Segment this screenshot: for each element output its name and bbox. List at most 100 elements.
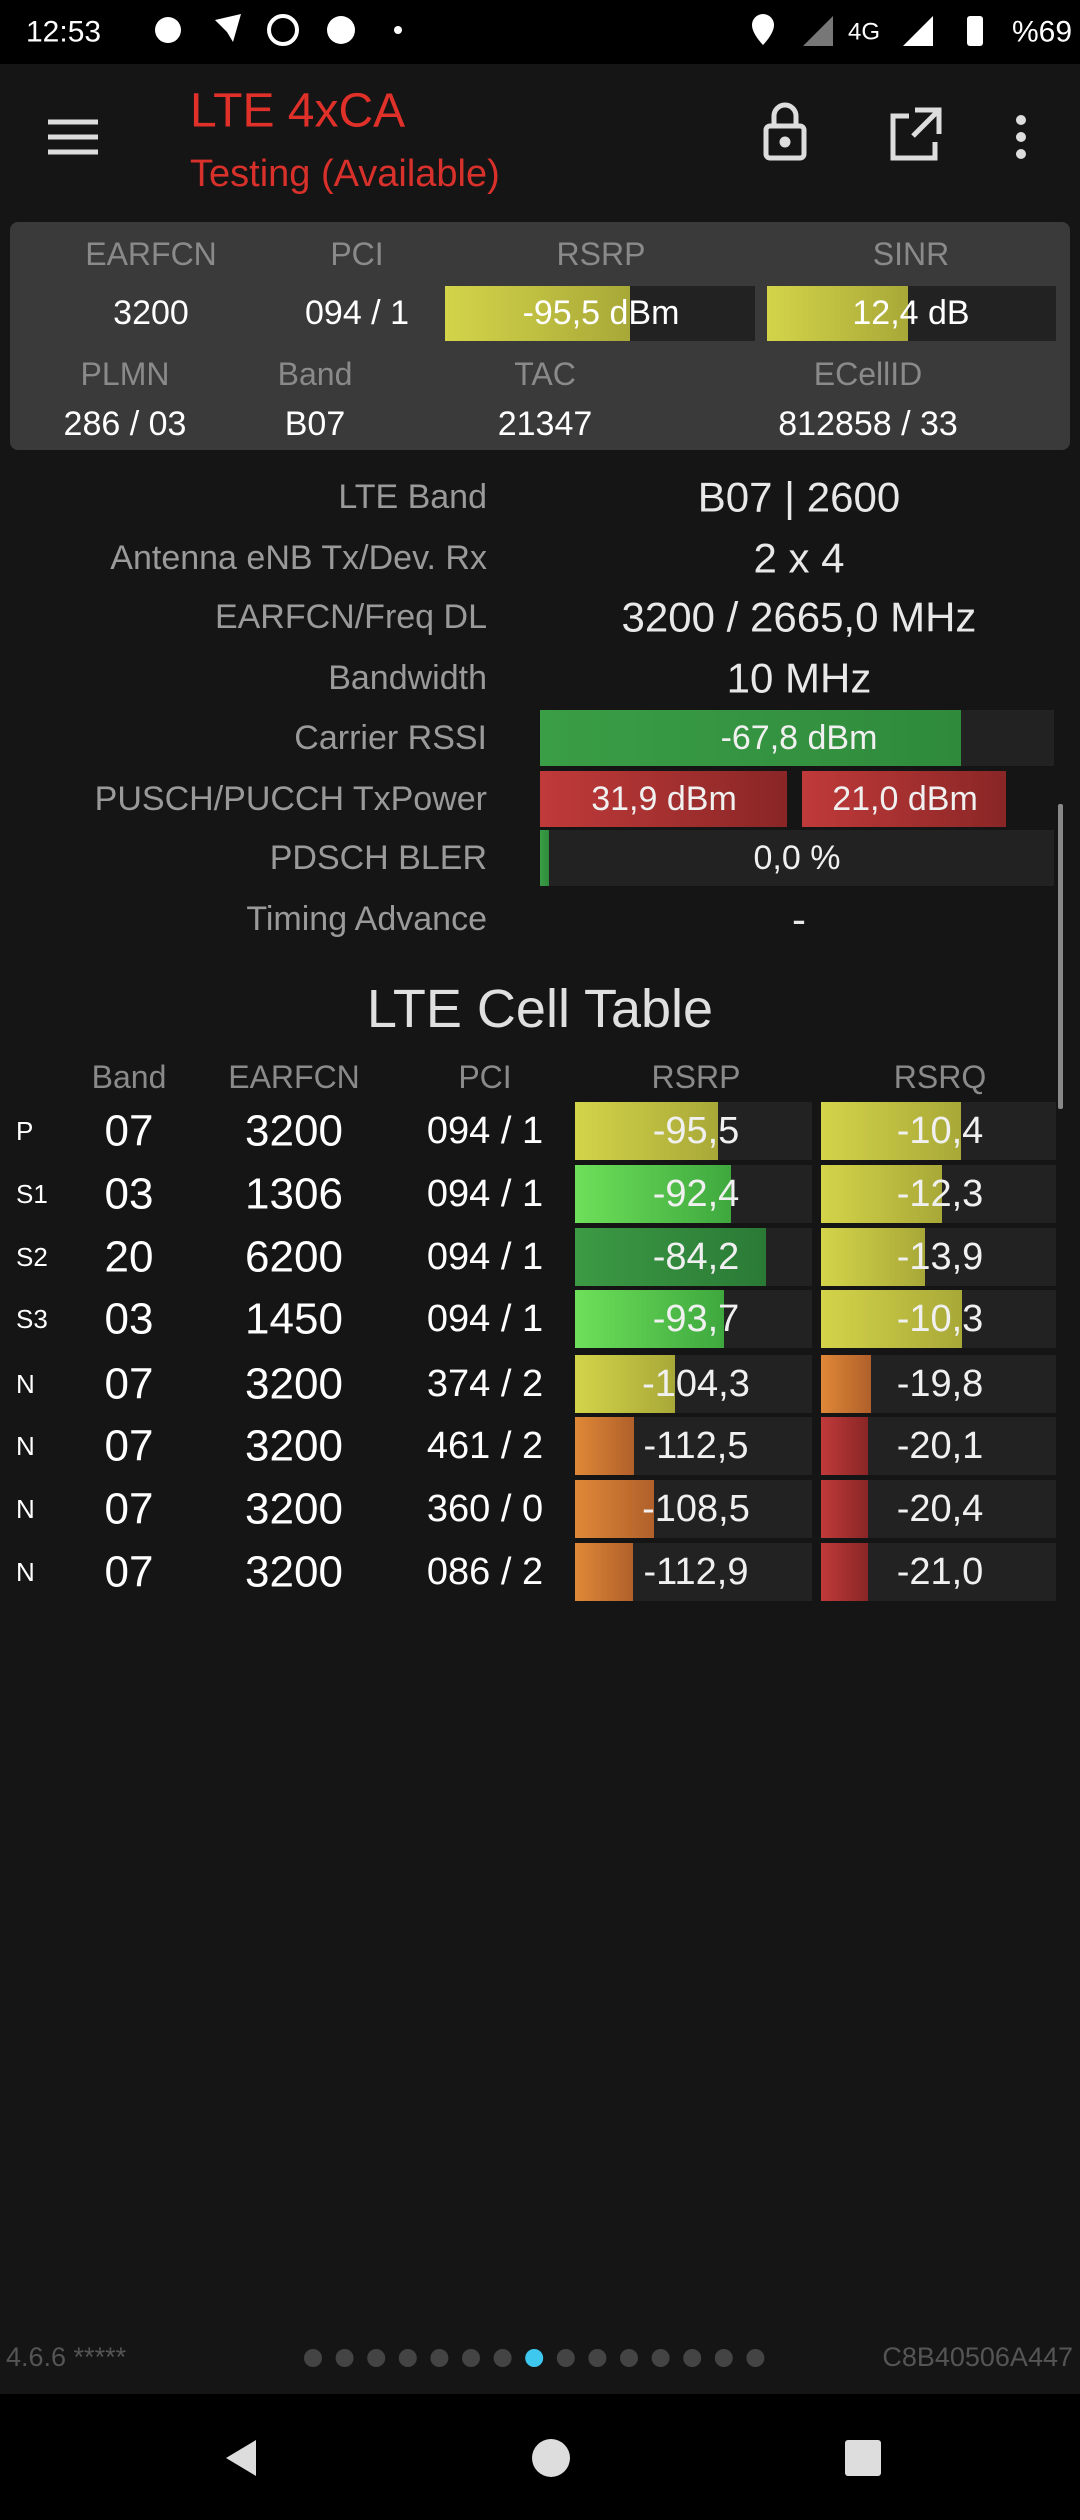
- cell-id: C8B40506A447: [882, 2342, 1073, 2372]
- cell-value: 3200: [245, 1360, 343, 1409]
- detail-value: 3200 / 2665,0 MHz: [622, 594, 977, 641]
- cell-value: 07: [105, 1422, 154, 1471]
- summary: EARFCN PCI RSRP SINR 3200 094 / 1 -95,5 dBm 12,…: [64, 236, 1056, 443]
- summary-value: 21347: [498, 405, 593, 443]
- page-dot[interactable]: [304, 2349, 322, 2367]
- open-external-button[interactable]: [890, 107, 942, 161]
- summary-header: TAC: [514, 356, 576, 392]
- detail-label: PUSCH/PUCCH TxPower: [95, 780, 487, 818]
- page-dot[interactable]: [620, 2349, 638, 2367]
- column-header: Band: [92, 1059, 167, 1095]
- summary-value: 3200: [113, 294, 189, 332]
- column-header: PCI: [458, 1059, 511, 1095]
- cell-value: 20: [105, 1233, 154, 1282]
- summary-value: 12,4 dB: [852, 294, 969, 332]
- row-type: N: [16, 1557, 35, 1587]
- cell-value: 03: [105, 1170, 154, 1219]
- page-dot[interactable]: [746, 2349, 765, 2367]
- bar-fill: [575, 1543, 633, 1601]
- bar-fill: [821, 1355, 871, 1413]
- detail-label: PDSCH BLER: [270, 839, 487, 877]
- menu-button[interactable]: [48, 119, 98, 155]
- lock-button[interactable]: [763, 102, 807, 161]
- page-dot[interactable]: [398, 2349, 417, 2367]
- detail-value: 31,9 dBm: [591, 780, 737, 818]
- overflow-menu-button[interactable]: [1016, 115, 1026, 159]
- page-dot[interactable]: [651, 2349, 670, 2367]
- detail-value: -67,8 dBm: [721, 719, 878, 757]
- page-dot[interactable]: [462, 2349, 480, 2367]
- cell-value: 094 / 1: [427, 1236, 543, 1278]
- cell-value: -20,4: [897, 1488, 984, 1530]
- column-header: EARFCN: [228, 1059, 360, 1095]
- summary-value: 812858 / 33: [778, 405, 958, 443]
- bar-fill: [540, 830, 549, 886]
- bar-fill: [575, 1165, 731, 1223]
- row-type: S1: [16, 1179, 48, 1209]
- page-dot[interactable]: [588, 2349, 607, 2367]
- detail-value: -: [792, 896, 806, 943]
- summary-header: SINR: [873, 236, 949, 272]
- summary-header: PCI: [330, 236, 383, 272]
- cell-value: 3200: [245, 1422, 343, 1471]
- app-version: 4.6.6 *****: [6, 2342, 127, 2372]
- back-button[interactable]: [226, 2440, 256, 2476]
- page-dot[interactable]: [556, 2349, 575, 2367]
- summary-header: Band: [278, 356, 353, 392]
- cell-value: -112,9: [644, 1551, 749, 1593]
- bar-fill: [575, 1228, 766, 1286]
- recents-button[interactable]: [845, 2440, 881, 2476]
- column-header: RSRP: [652, 1059, 741, 1095]
- row-type: N: [16, 1431, 35, 1461]
- bar-fill: [821, 1228, 925, 1286]
- bar-fill: [540, 771, 787, 827]
- cell-value: -10,4: [897, 1110, 984, 1152]
- cell-value: 07: [105, 1107, 154, 1156]
- bar-fill: [802, 771, 1006, 827]
- bar-fill: [821, 1543, 868, 1601]
- battery-level: %69: [1012, 16, 1072, 49]
- page-dot[interactable]: [430, 2349, 449, 2367]
- detail-label: Bandwidth: [328, 659, 487, 697]
- row-type: P: [16, 1116, 33, 1146]
- page-dot[interactable]: [525, 2349, 544, 2367]
- scrollbar: [1058, 804, 1063, 1109]
- row-type: N: [16, 1494, 35, 1524]
- page-dot[interactable]: [714, 2349, 733, 2367]
- row-type: N: [16, 1369, 35, 1399]
- bar-fill: [821, 1102, 961, 1160]
- bar-fill: [575, 1480, 654, 1538]
- page-dot[interactable]: [367, 2349, 386, 2367]
- network-type: 4G: [848, 19, 880, 46]
- detail-label: Carrier RSSI: [294, 719, 487, 757]
- app-subtitle: Testing (Available): [190, 153, 500, 195]
- bar-fill: [821, 1417, 868, 1475]
- page-indicator: [304, 2349, 765, 2367]
- cell-table-title: LTE Cell Table: [367, 979, 713, 1039]
- detail-value: 21,0 dBm: [832, 780, 978, 818]
- clock: 12:53: [26, 16, 101, 49]
- bar-fill: [540, 710, 961, 766]
- detail-value: 0,0 %: [754, 839, 841, 877]
- summary-header: EARFCN: [85, 236, 217, 272]
- cell-value: -13,9: [897, 1236, 984, 1278]
- bar-fill: [575, 1355, 675, 1413]
- cell-value: 3200: [245, 1548, 343, 1597]
- page-dot[interactable]: [335, 2349, 354, 2367]
- page-dot[interactable]: [683, 2349, 702, 2367]
- details: LTE Band B07 | 2600 Antenna eNB Tx/Dev. Rx…: [95, 474, 1054, 943]
- cell-value: 094 / 1: [427, 1110, 543, 1152]
- detail-label: LTE Band: [338, 478, 487, 516]
- detail-value: 2 x 4: [753, 535, 844, 582]
- cell-value: 07: [105, 1548, 154, 1597]
- summary-value: B07: [285, 405, 346, 443]
- cell-value: 374 / 2: [427, 1363, 543, 1405]
- cell-value: -10,3: [897, 1298, 984, 1340]
- bar-fill: [445, 286, 630, 341]
- cell-value: 1306: [245, 1170, 343, 1219]
- summary-header: RSRP: [557, 236, 646, 272]
- page-dot[interactable]: [493, 2349, 512, 2367]
- cell-value: -12,3: [897, 1173, 984, 1215]
- home-button[interactable]: [532, 2439, 570, 2477]
